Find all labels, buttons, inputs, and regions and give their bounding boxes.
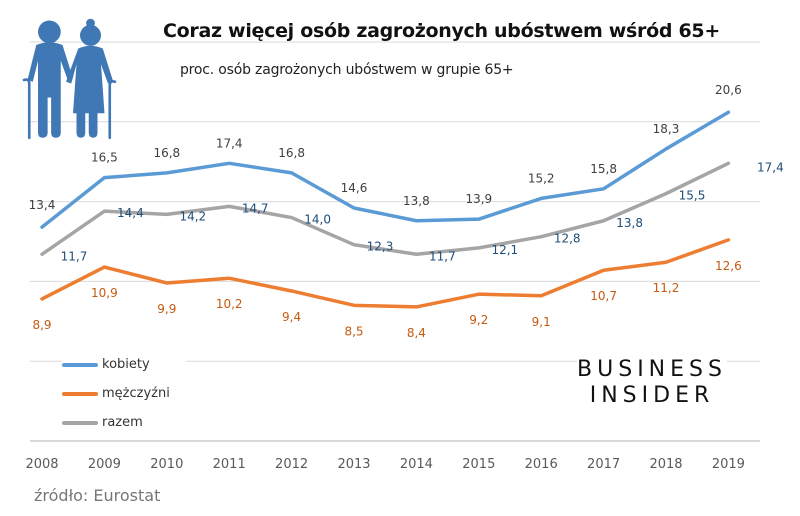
data-label-razem: 12,1 [491,243,518,257]
x-tick-label: 2009 [88,457,121,472]
data-label-kobiety: 13,4 [29,198,56,212]
data-label-kobiety: 20,6 [715,83,742,97]
data-label-mężczyźni: 9,4 [282,310,301,324]
data-label-kobiety: 16,8 [153,146,180,160]
x-tick-label: 2019 [712,457,745,472]
data-label-razem: 11,7 [61,249,88,263]
logo-line-2: INSIDER [589,383,715,408]
x-tick-label: 2015 [462,457,495,472]
data-label-razem: 14,4 [117,206,144,220]
data-label-razem: 12,8 [554,232,581,246]
data-label-mężczyźni: 8,9 [32,318,51,332]
data-label-mężczyźni: 9,1 [532,315,551,329]
data-label-razem: 11,7 [429,249,456,263]
x-tick-label: 2013 [337,457,370,472]
x-tick-label: 2018 [649,457,682,472]
legend-item-razem: razem [62,408,170,437]
data-label-mężczyźni: 9,2 [469,313,488,327]
data-label-kobiety: 16,5 [91,151,118,165]
x-tick-label: 2008 [25,457,58,472]
data-label-kobiety: 15,8 [590,162,617,176]
legend-item-kobiety: kobiety [62,350,170,379]
legend-swatch-kobiety [62,362,98,367]
data-label-mężczyźni: 12,6 [715,259,742,273]
data-label-mężczyźni: 8,5 [344,324,363,338]
data-label-kobiety: 15,2 [528,171,555,185]
business-insider-logo: BUSINESS INSIDER [577,357,727,409]
data-label-razem: 14,7 [242,201,269,215]
elderly-couple-icon [10,10,150,155]
data-label-mężczyźni: 8,4 [407,326,426,340]
series-line-kobiety [40,110,731,229]
series-line-razem [40,161,731,257]
data-label-razem: 15,5 [679,189,706,203]
gridlines [30,41,760,442]
data-label-mężczyźni: 9,9 [157,302,176,316]
data-label-mężczyźni: 10,2 [216,297,243,311]
chart-title: Coraz więcej osób zagrożonych ubóstwem w… [163,20,720,42]
data-label-kobiety: 13,8 [403,194,430,208]
chart-subtitle: proc. osób zagrożonych ubóstwem w grupie… [180,62,514,78]
legend-swatch-mezczyzni [62,391,98,396]
data-label-razem: 13,8 [616,216,643,230]
data-labels: 13,4 16,5 16,8 17,4 16,8 14,6 13,8 13,9 15,2 15,8… [29,83,784,340]
data-label-kobiety: 14,6 [341,181,368,195]
x-tick-label: 2014 [400,457,433,472]
data-label-razem: 14,2 [179,209,206,223]
logo-line-1: BUSINESS [577,357,727,382]
x-tick-label: 2017 [587,457,620,472]
data-label-mężczyźni: 10,7 [590,289,617,303]
x-tick-label: 2016 [525,457,558,472]
x-tick-label: 2011 [213,457,246,472]
data-label-razem: 12,3 [367,240,394,254]
legend-item-mezczyzni: mężczyźni [62,379,170,408]
x-axis-ticks: 2008 2009 2010 2011 2012 2013 2014 2015 2016 2017… [25,457,744,472]
legend: kobiety mężczyźni razem [62,350,186,437]
data-label-razem: 17,4 [757,160,784,174]
series-line-mężczyźni [40,238,731,309]
data-label-razem: 14,0 [304,213,331,227]
legend-label: kobiety [102,357,150,372]
data-label-mężczyźni: 11,2 [653,281,680,295]
data-label-kobiety: 16,8 [278,146,305,160]
x-tick-label: 2010 [150,457,183,472]
data-label-kobiety: 18,3 [653,122,680,136]
legend-swatch-razem [62,420,98,425]
series-lines [40,110,731,309]
data-label-kobiety: 17,4 [216,136,243,150]
legend-label: razem [102,415,143,430]
source-note: źródło: Eurostat [34,486,161,505]
legend-label: mężczyźni [102,386,170,401]
x-tick-label: 2012 [275,457,308,472]
data-label-mężczyźni: 10,9 [91,286,118,300]
data-label-kobiety: 13,9 [465,192,492,206]
